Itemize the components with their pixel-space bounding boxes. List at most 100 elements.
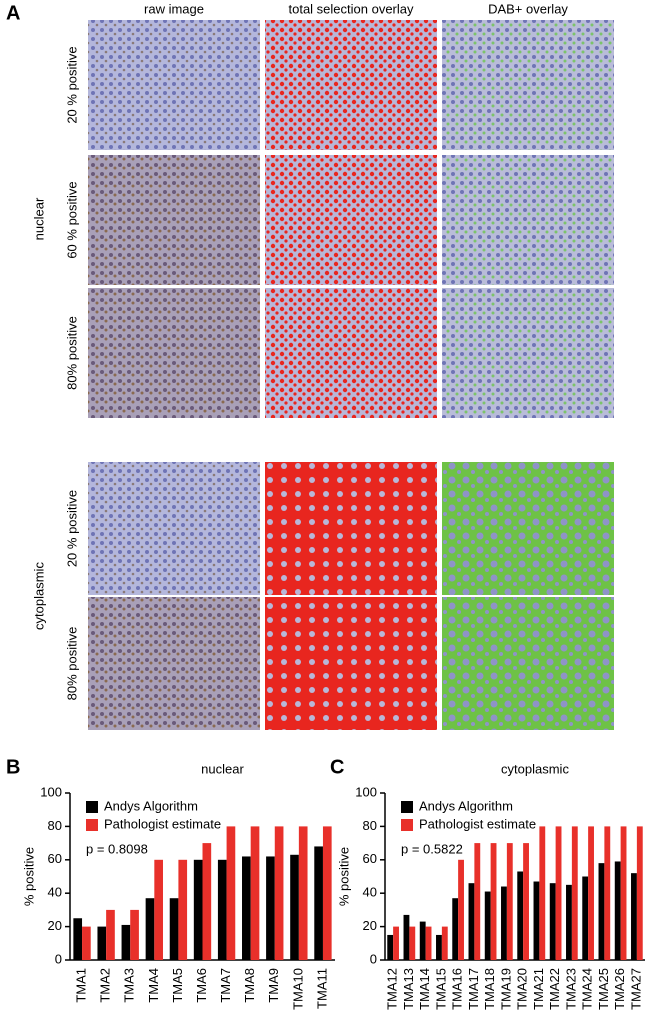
tissue-image	[265, 20, 437, 150]
tissue-image	[88, 20, 260, 150]
bar	[631, 873, 637, 960]
bar	[403, 914, 410, 960]
bar	[468, 883, 475, 960]
bar	[484, 891, 491, 960]
x-tick-label: TMA2	[98, 968, 113, 1003]
bar	[130, 909, 139, 960]
tissue-image	[442, 20, 614, 150]
bar	[387, 934, 394, 960]
bar	[290, 854, 299, 960]
y-tick-label: 40	[48, 885, 62, 900]
x-tick-label: TMA10	[290, 968, 305, 1010]
tissue-image	[88, 288, 260, 418]
x-tick-label: TMA15	[433, 968, 448, 1010]
tissue-image	[265, 288, 437, 418]
y-tick-label: 60	[363, 851, 377, 866]
bar	[425, 926, 432, 960]
tissue-image	[88, 155, 260, 285]
tissue-image	[442, 288, 614, 418]
bar	[598, 863, 605, 960]
tissue-image	[265, 597, 437, 730]
bar	[533, 881, 540, 960]
bar	[523, 843, 529, 960]
bar	[490, 843, 497, 960]
x-tick-label: TMA9	[266, 968, 281, 1003]
bar	[604, 826, 611, 960]
bar	[458, 859, 464, 960]
x-tick-label: TMA4	[146, 968, 161, 1003]
bar	[636, 826, 643, 960]
y-tick-label: 60	[48, 851, 62, 866]
y-tick-label: 100	[40, 784, 62, 799]
y-tick-label: 100	[355, 784, 377, 799]
legend-swatch	[86, 801, 98, 813]
bar	[274, 826, 284, 960]
tissue-image	[88, 597, 260, 730]
bar	[266, 856, 275, 960]
row-label: 80% positive	[64, 627, 79, 701]
row-label: 60 % positive	[64, 181, 79, 258]
bar	[582, 876, 589, 960]
x-tick-label: TMA12	[385, 968, 400, 1010]
bar	[620, 826, 627, 960]
bar	[226, 826, 236, 960]
bar	[517, 871, 524, 960]
bar	[97, 926, 107, 960]
x-tick-label: TMA26	[612, 968, 627, 1010]
bar	[314, 846, 323, 960]
x-tick-label: TMA21	[531, 968, 546, 1010]
legend-label: Pathologist estimate	[419, 816, 536, 831]
x-tick-label: TMA19	[498, 968, 513, 1010]
tissue-image	[442, 597, 614, 730]
x-tick-label: TMA5	[170, 968, 185, 1003]
bar	[106, 909, 115, 960]
tissue-image	[442, 155, 614, 285]
chart-title: nuclear	[201, 761, 244, 776]
bar	[539, 826, 546, 960]
legend-label: Andys Algorithm	[104, 798, 198, 813]
y-tick-label: 20	[48, 918, 62, 933]
bar	[154, 859, 163, 960]
y-tick-label: 40	[363, 885, 377, 900]
bar	[145, 898, 155, 960]
y-axis-label: % positive	[21, 847, 36, 906]
legend-swatch	[86, 819, 98, 831]
bar	[393, 926, 399, 960]
bar	[217, 859, 227, 960]
panel-label: A	[6, 2, 20, 24]
chart-title: cytoplasmic	[501, 761, 569, 776]
x-tick-label: TMA25	[596, 968, 611, 1010]
x-tick-label: TMA23	[563, 968, 578, 1010]
bar	[409, 926, 416, 960]
group-label: cytoplasmic	[31, 562, 46, 630]
tissue-image	[442, 462, 614, 595]
x-tick-label: TMA6	[194, 968, 209, 1003]
annotation: p = 0.8098	[86, 841, 148, 856]
tissue-image	[265, 462, 437, 595]
bar	[202, 843, 212, 960]
bar	[250, 826, 260, 960]
x-tick-label: TMA7	[218, 968, 233, 1003]
x-tick-label: TMA11	[314, 968, 329, 1009]
tissue-image	[265, 155, 437, 285]
x-tick-label: TMA3	[122, 968, 137, 1003]
bar	[178, 859, 188, 960]
row-label: 20 % positive	[64, 46, 79, 123]
bar	[82, 926, 91, 960]
x-tick-label: TMA1	[73, 968, 88, 1003]
bar	[566, 884, 572, 960]
bar	[322, 826, 332, 960]
row-label: 20 % positive	[64, 490, 79, 567]
x-tick-label: TMA27	[628, 968, 643, 1010]
column-header: raw image	[144, 1, 204, 16]
bar	[614, 861, 621, 960]
bar	[588, 826, 594, 960]
bar	[242, 856, 251, 960]
legend-swatch	[401, 819, 413, 831]
x-tick-label: TMA16	[450, 968, 465, 1010]
bar	[169, 898, 179, 960]
bar	[571, 826, 578, 960]
bar	[452, 898, 459, 960]
y-axis-label: % positive	[336, 847, 351, 906]
